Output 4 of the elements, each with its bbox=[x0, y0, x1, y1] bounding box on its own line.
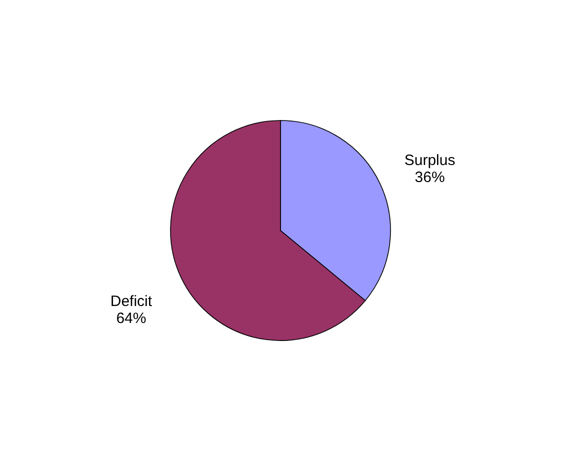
data-label: 36% bbox=[414, 169, 445, 186]
data-label: 64% bbox=[116, 310, 146, 327]
slice-label: Surplus bbox=[404, 152, 456, 170]
slice-label: Deficit bbox=[110, 292, 153, 310]
